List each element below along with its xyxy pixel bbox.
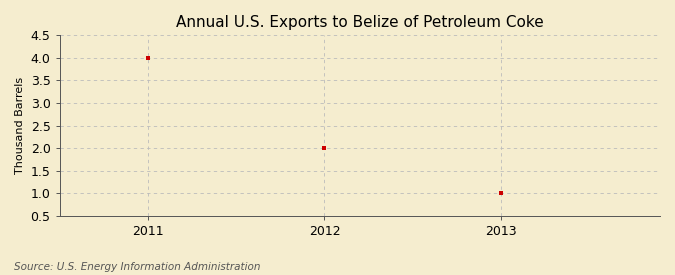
Y-axis label: Thousand Barrels: Thousand Barrels (15, 77, 25, 174)
Text: Source: U.S. Energy Information Administration: Source: U.S. Energy Information Administ… (14, 262, 260, 272)
Title: Annual U.S. Exports to Belize of Petroleum Coke: Annual U.S. Exports to Belize of Petrole… (176, 15, 543, 30)
